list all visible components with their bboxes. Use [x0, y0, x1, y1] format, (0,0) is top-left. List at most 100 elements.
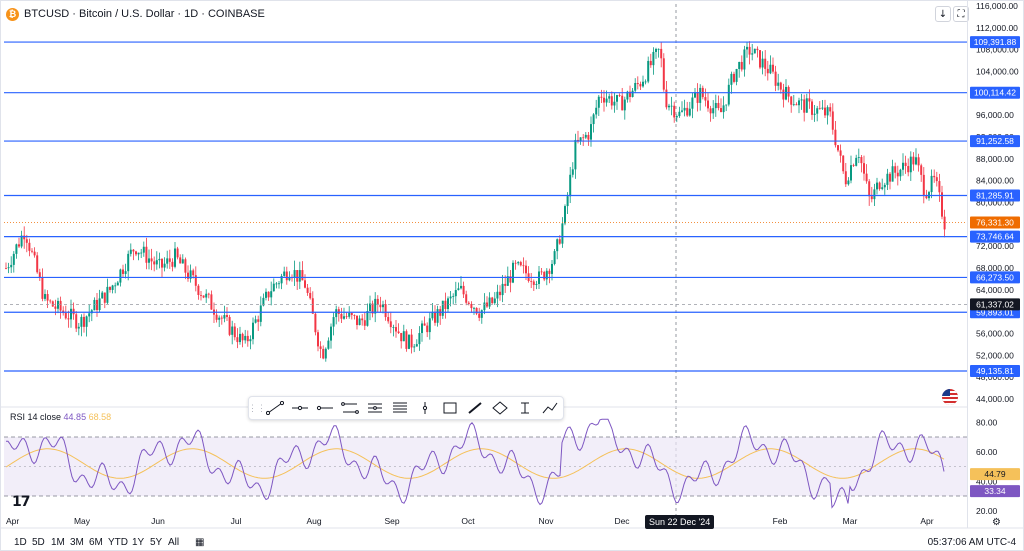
date-range-icon[interactable] — [514, 399, 536, 417]
candle-body — [556, 239, 559, 252]
candle-body — [363, 320, 366, 326]
candle-body — [275, 283, 278, 285]
candle-body — [28, 242, 31, 251]
candle-body — [769, 64, 772, 74]
candle-body — [694, 92, 696, 98]
range-1m-button[interactable]: 1M — [51, 537, 65, 548]
bottom-toolbar: 1D 5D 1M 3M 6M YTD 1Y 5Y All ▦ 05:37:06 … — [0, 537, 1024, 551]
candle-body — [228, 316, 231, 335]
candle-body — [616, 95, 618, 102]
rsi-value-label-0: 44.79 — [984, 469, 1006, 479]
candle-body — [361, 318, 364, 321]
candle-body — [77, 326, 80, 329]
candle-body — [44, 294, 46, 299]
candle-body — [80, 316, 83, 327]
candle-body — [236, 337, 239, 343]
candle-body — [129, 249, 132, 254]
candle-body — [795, 104, 798, 106]
us-flag-icon[interactable] — [942, 389, 958, 405]
calendar-icon[interactable]: ▦ — [195, 537, 205, 548]
candle-body — [319, 346, 322, 349]
candle-body — [296, 270, 299, 282]
fib-retracement-icon[interactable] — [389, 399, 411, 417]
candle-body — [642, 81, 644, 87]
arrow-down-icon[interactable]: ↓ — [935, 6, 951, 22]
candle-body — [688, 108, 691, 116]
rsi-tick-label: 40.00 — [976, 476, 998, 486]
candle-body — [150, 258, 153, 262]
fullscreen-icon[interactable]: ⛶ — [953, 6, 969, 22]
hline-price-label-4: 73,746.64 — [976, 232, 1014, 242]
candle-body — [324, 348, 327, 359]
rsi-legend[interactable]: RSI 14 close 44.85 68.58 — [10, 412, 111, 422]
candle-body — [49, 300, 52, 302]
candle-body — [293, 270, 296, 278]
candle-body — [566, 196, 569, 207]
range-6m-button[interactable]: 6M — [89, 537, 103, 548]
range-5y-button[interactable]: 5Y — [150, 537, 163, 548]
clock[interactable]: 05:37:06 AM UTC-4 — [927, 537, 1016, 548]
rectangle-icon[interactable] — [439, 399, 461, 417]
range-5d-button[interactable]: 5D — [32, 537, 45, 548]
time-axis-label: Dec — [614, 516, 630, 526]
brush-icon[interactable] — [464, 399, 486, 417]
candle-body — [779, 82, 782, 90]
candle-body — [272, 283, 275, 292]
candle-body — [20, 235, 23, 247]
candle-body — [551, 263, 553, 274]
path-icon[interactable] — [539, 399, 561, 417]
polyline-icon[interactable] — [489, 399, 511, 417]
candle-body — [75, 314, 78, 329]
candle-body — [753, 48, 756, 54]
rsi-legend-ma-value: 68.58 — [88, 412, 112, 422]
candle-body — [174, 248, 176, 267]
candle-body — [96, 299, 98, 311]
candle-body — [584, 134, 587, 138]
candle-body — [920, 165, 923, 175]
candle-body — [119, 269, 122, 283]
candle-body — [865, 173, 868, 182]
candle-body — [306, 287, 309, 293]
candle-body — [595, 107, 598, 115]
chart-header: ₿ BTCUSD · Bitcoin / U.S. Dollar · 1D · … — [6, 6, 265, 22]
candle-body — [85, 316, 88, 327]
candle-body — [202, 295, 205, 298]
candle-body — [480, 310, 483, 318]
range-1d-button[interactable]: 1D — [14, 537, 27, 548]
candle-body — [465, 294, 468, 303]
candle-body — [634, 82, 637, 91]
candle-body — [31, 250, 33, 252]
horizontal-line-icon[interactable] — [289, 399, 311, 417]
candle-body — [155, 260, 158, 265]
range-3m-button[interactable]: 3M — [70, 537, 84, 548]
candle-body — [618, 95, 621, 96]
parallel-channel-icon[interactable] — [339, 399, 361, 417]
candle-body — [454, 290, 457, 297]
candle-body — [278, 283, 280, 285]
candle-body — [636, 82, 639, 85]
horizontal-ray-icon[interactable] — [314, 399, 336, 417]
rsi-tick-label: 60.00 — [976, 447, 998, 457]
range-all-button[interactable]: All — [168, 537, 180, 548]
pitchfork-icon[interactable] — [364, 399, 386, 417]
drag-handle-icon[interactable]: ⋮⋮ — [248, 402, 266, 413]
vertical-line-icon[interactable] — [414, 399, 436, 417]
candle-body — [699, 87, 702, 103]
candle-body — [194, 275, 197, 286]
settings-icon[interactable]: ⚙ — [992, 517, 1001, 528]
candle-body — [441, 300, 444, 316]
candle-body — [774, 71, 777, 86]
range-ytd-button[interactable]: YTD — [108, 537, 128, 548]
price-tick-label: 108,000.00 — [976, 45, 1019, 55]
candle-body — [488, 297, 491, 307]
candle-body — [148, 258, 150, 263]
price-tick-label: 52,000.00 — [976, 350, 1014, 360]
drawing-toolbar[interactable]: ⋮⋮ — [248, 396, 564, 420]
range-1y-button[interactable]: 1Y — [132, 537, 145, 548]
symbol-title[interactable]: BTCUSD · Bitcoin / U.S. Dollar · 1D · CO… — [24, 8, 265, 20]
candle-body — [483, 302, 486, 311]
candle-body — [558, 239, 561, 244]
trend-line-icon[interactable] — [264, 399, 286, 417]
candle-body — [673, 105, 676, 118]
